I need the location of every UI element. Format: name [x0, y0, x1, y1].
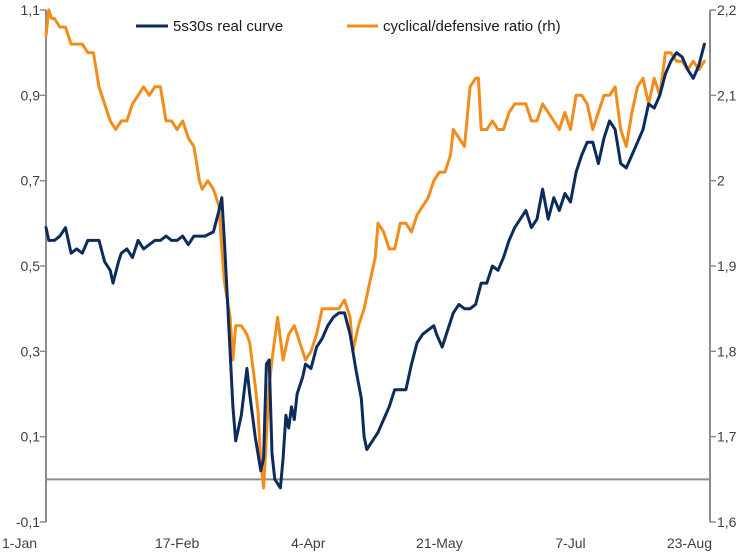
y-left-tick-label: 0,7	[21, 173, 41, 189]
y-right-tick-label: 1,7	[717, 429, 737, 445]
y-right-tick-label: 2,2	[717, 2, 737, 18]
legend: 5s30s real curve cyclical/defensive rati…	[136, 18, 561, 35]
series-line-cyclical-defensive	[44, 8, 706, 490]
y-right-tick-label: 1,8	[717, 343, 737, 359]
y-left-tick-label: 0,9	[21, 87, 41, 103]
y-right-tick-label: 1,6	[717, 514, 737, 530]
y-left-tick-label: 0,3	[21, 343, 41, 359]
series-line-real-curve	[44, 42, 706, 490]
y-right-tick-label: 2	[717, 173, 725, 189]
y-left-tick-label: -0,1	[16, 514, 40, 530]
legend-label-cyclical-defensive: cyclical/defensive ratio (rh)	[383, 18, 561, 35]
legend-item-real-curve: 5s30s real curve	[136, 18, 283, 35]
x-tick-label: 17-Feb	[155, 535, 200, 551]
x-tick-label: 7-Jul	[555, 535, 585, 551]
x-tick-label: 1-Jan	[2, 535, 37, 551]
x-tick-label: 23-Aug	[667, 535, 712, 551]
legend-item-cyclical-defensive: cyclical/defensive ratio (rh)	[347, 18, 561, 35]
y-right-tick-label: 2,1	[717, 87, 737, 103]
axes: -0,1 0,1 0,3 0,5 0,7 0,9 1,1 1,6 1,7 1,8 1,9 2 2,1 2,…	[2, 2, 737, 551]
x-tick-label: 4-Apr	[291, 535, 326, 551]
y-right-tick-label: 1,9	[717, 258, 737, 274]
y-left-tick-label: 1,1	[21, 2, 41, 18]
x-tick-label: 21-May	[416, 535, 463, 551]
y-left-tick-label: 0,5	[21, 258, 41, 274]
legend-label-real-curve: 5s30s real curve	[173, 18, 283, 35]
y-left-tick-label: 0,1	[21, 429, 41, 445]
series-layer	[44, 8, 706, 490]
